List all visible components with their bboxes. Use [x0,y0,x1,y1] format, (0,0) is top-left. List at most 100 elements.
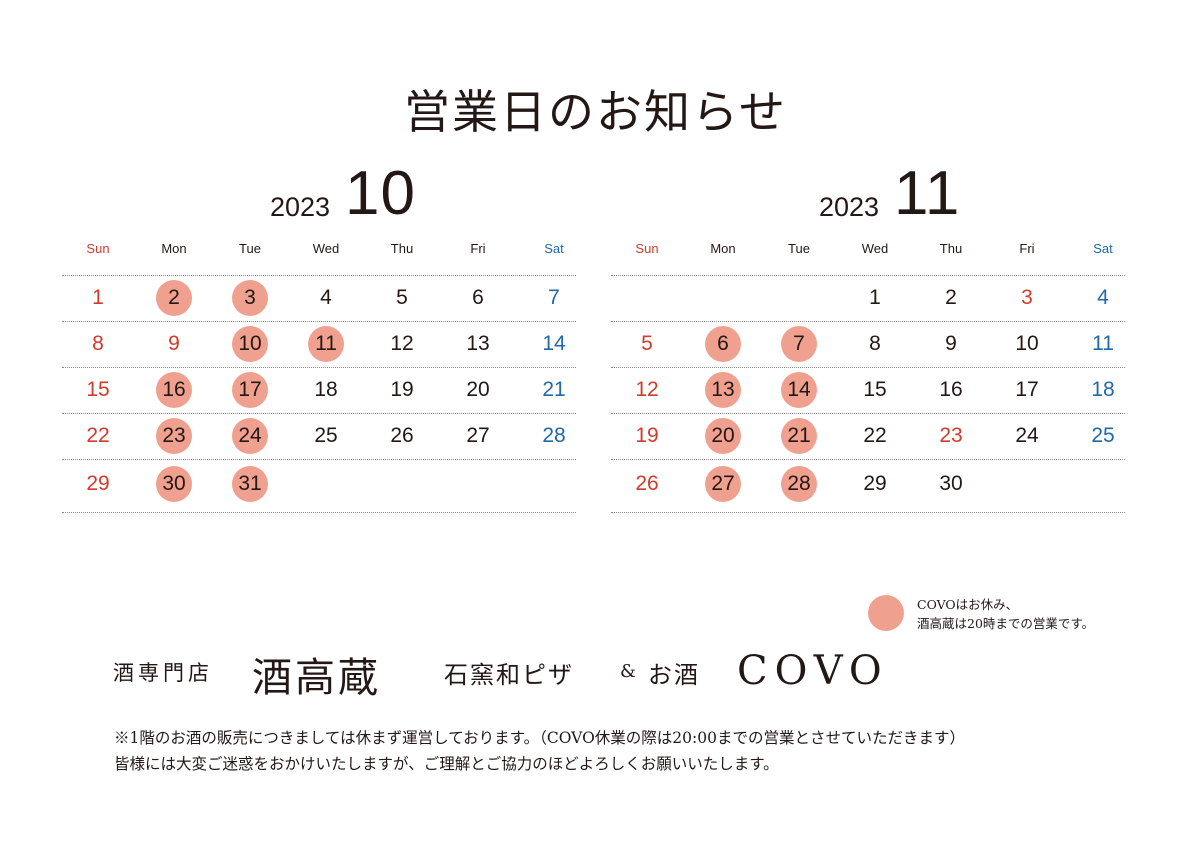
legend-line-1: COVOはお休み、 [917,597,1019,612]
calendar-day: 29 [86,472,110,495]
shop2-subtitle: 石窯和ピザ [444,661,574,689]
calendar-day: 2 [945,286,957,309]
calendar-day: 14 [542,332,566,355]
weekday-sat: Sat [544,241,564,256]
calendar-day: 13 [466,332,490,355]
calendar-day: 6 [472,286,484,309]
calendar-month: 11 [894,159,961,228]
legend-line-2: 酒高蔵は20時までの営業です。 [917,616,1095,631]
closed-day: 27 [705,466,741,502]
weekday-fri: Fri [470,241,486,256]
calendar-day: 19 [390,378,414,401]
closed-day: 21 [781,418,817,454]
closed-day: 14 [781,372,817,408]
calendar-day: 19 [635,424,659,447]
closed-day: 28 [781,466,817,502]
row-divider [611,512,1125,513]
calendar-day: 1 [92,286,104,309]
row-divider [62,275,576,276]
row-divider [62,367,576,368]
legend-text: COVOはお休み、 酒高蔵は20時までの営業です。 [917,595,1094,633]
closed-day: 10 [232,326,268,362]
calendar-year: 2023 [819,192,880,222]
closed-day: 7 [781,326,817,362]
calendar-year: 2023 [270,192,331,222]
shop1-subtitle: 酒専門店 [113,661,213,685]
calendar-day: 23 [939,424,963,447]
weekday-sun: Sun [635,241,659,256]
row-divider [611,275,1125,276]
calendar-day: 26 [390,424,414,447]
calendar-day: 22 [86,424,110,447]
closed-day: 20 [705,418,741,454]
closed-day: 24 [232,418,268,454]
calendar-day: 30 [939,472,963,495]
closed-day: 16 [156,372,192,408]
shop1-name: 酒高蔵 [252,655,381,701]
weekday-tue: Tue [239,241,261,256]
closed-day: 6 [705,326,741,362]
calendar-day: 11 [1092,332,1114,355]
note-line-2: 皆様には大変ご迷惑をおかけいたしますが、ご理解とご協力のほどよろしくお願いいたし… [114,755,779,773]
calendar-day: 3 [1021,286,1033,309]
shop2-name: COVO [737,648,889,694]
closed-day: 11 [308,326,344,362]
calendar-day: 8 [869,332,881,355]
calendar-month: 10 [345,159,416,228]
calendar-day: 21 [542,378,566,401]
weekday-header: Sun Mon Tue Wed Thu Fri Sat [62,241,576,257]
closed-day: 3 [232,280,268,316]
closed-day: 17 [232,372,268,408]
calendar-day: 8 [92,332,104,355]
calendar-day: 4 [1097,286,1109,309]
calendar-day: 27 [466,424,490,447]
closed-day: 23 [156,418,192,454]
weekday-wed: Wed [861,241,889,256]
calendar-day: 20 [466,378,490,401]
row-divider [611,367,1125,368]
closed-day: 31 [232,466,268,502]
note-line-1: ※1階のお酒の販売につきましては休まず運営しております。（COVO休業の際は20… [114,729,965,747]
calendar-day: 15 [86,378,110,401]
calendar-day: 25 [314,424,338,447]
weekday-header: Sun Mon Tue Wed Thu Fri Sat [611,241,1125,257]
calendar-day: 25 [1091,424,1115,447]
weekday-sun: Sun [86,241,110,256]
row-divider [611,413,1125,414]
calendar-day: 5 [396,286,408,309]
weekday-thu: Thu [939,241,963,256]
calendar-day: 12 [390,332,414,355]
calendar-day: 22 [863,424,887,447]
calendar-day: 10 [1015,332,1039,355]
row-divider [611,459,1125,460]
weekday-tue: Tue [788,241,810,256]
calendar-day: 16 [939,378,963,401]
calendar-day: 26 [635,472,659,495]
closed-legend-dot [868,595,904,631]
calendar-day: 1 [869,286,881,309]
weekday-mon: Mon [161,241,187,256]
calendar-day: 15 [863,378,887,401]
ampersand: & [620,661,637,682]
row-divider [62,321,576,322]
weekday-wed: Wed [312,241,340,256]
closed-day: 13 [705,372,741,408]
calendar-day: 17 [1015,378,1039,401]
closed-day: 2 [156,280,192,316]
calendar-day: 24 [1015,424,1039,447]
calendar-day: 12 [635,378,659,401]
calendar-day: 29 [863,472,887,495]
weekday-mon: Mon [710,241,736,256]
calendar-day: 5 [641,332,653,355]
calendar-day: 18 [314,378,338,401]
weekday-thu: Thu [390,241,414,256]
calendar-day: 7 [548,286,560,309]
page-title: 営業日のお知らせ [403,85,788,139]
calendar-day: 18 [1091,378,1115,401]
row-divider [62,512,576,513]
calendar-day: 28 [542,424,566,447]
weekday-fri: Fri [1019,241,1035,256]
calendar-day: 4 [320,286,332,309]
calendar-day: 9 [168,332,180,355]
